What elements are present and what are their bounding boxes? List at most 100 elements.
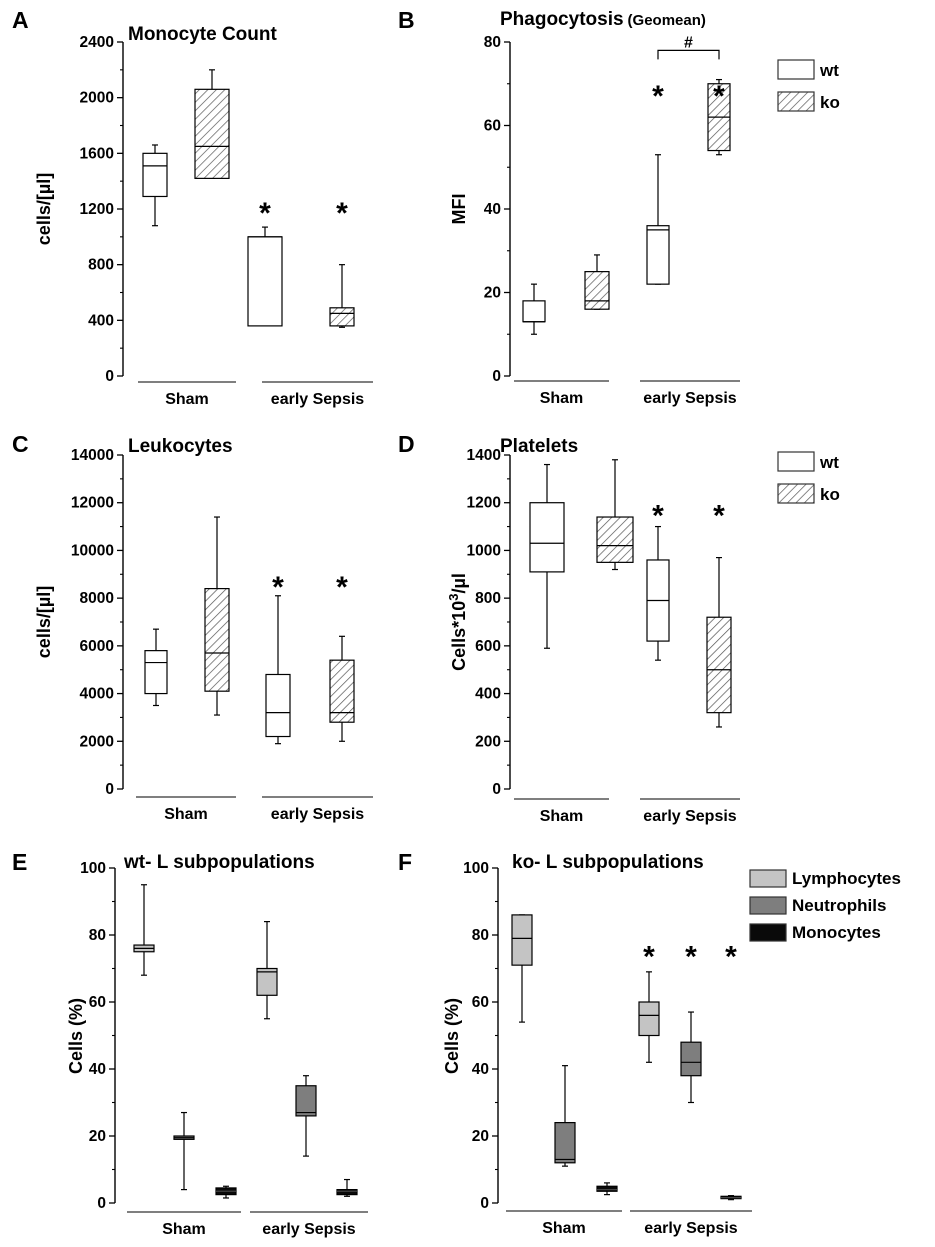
y-tick-label: 400 (475, 686, 501, 703)
group-label: Sham (540, 390, 584, 407)
y-tick-label: 0 (492, 781, 501, 798)
significance-hash: # (684, 34, 693, 51)
y-tick-label: 2400 (80, 34, 114, 51)
significance-star: * (272, 571, 284, 604)
box-body (247, 236, 283, 327)
box-body (329, 659, 355, 723)
box-ko (204, 516, 230, 716)
y-tick-label: 6000 (80, 638, 114, 655)
box-body (596, 1185, 618, 1192)
y-tick-label: 20 (484, 285, 501, 302)
y-tick-label: 100 (463, 860, 489, 877)
box-body (584, 271, 610, 310)
box-wt (142, 144, 168, 227)
legend-label: Neutrophils (792, 896, 886, 915)
group-label: early Sepsis (271, 391, 365, 408)
significance-star: * (652, 80, 664, 113)
panel-label: F (398, 849, 412, 875)
group-label: Sham (165, 391, 209, 408)
y-tick-label: 1200 (80, 201, 114, 218)
panel-b: B Phagocytosis (Geomean) 0 20 40 60 80 MFI Sham ea… (398, 7, 840, 407)
y-tick-label: 800 (475, 590, 501, 607)
significance-star: * (713, 80, 725, 113)
y-axis-label: cells/[µl] (34, 586, 54, 658)
legend-swatch (777, 451, 815, 472)
y-tick-label: 2000 (80, 733, 114, 750)
group-label: Sham (540, 808, 584, 825)
significance-star: * (336, 571, 348, 604)
box-body (336, 1188, 358, 1196)
y-tick-label: 1200 (467, 495, 501, 512)
panel-title: ko- L subpopulations (512, 852, 704, 873)
panel-label: B (398, 7, 415, 33)
box-body (194, 88, 230, 179)
box-body (256, 967, 278, 996)
box-wt (265, 595, 291, 745)
legend-swatch (749, 896, 787, 915)
box-lymphocytes (133, 884, 155, 976)
group-label: early Sepsis (643, 390, 737, 407)
y-tick-label: 20 (472, 1128, 489, 1145)
box-body (144, 650, 168, 695)
box-wt (247, 226, 283, 327)
box-body (142, 152, 168, 198)
y-tick-label: 20 (89, 1128, 106, 1145)
group-label: early Sepsis (262, 1221, 356, 1238)
y-axis-label: Cells (%) (66, 998, 86, 1074)
panel-title: Platelets (500, 436, 578, 457)
y-tick-label: 0 (105, 781, 114, 798)
y-tick-label: 80 (89, 927, 106, 944)
significance-bracket (657, 49, 720, 60)
box-ko (707, 78, 731, 156)
box-ko (329, 264, 355, 328)
box-ko (584, 254, 610, 310)
legend-swatch (777, 483, 815, 504)
y-axis-label: cells/[µl] (34, 173, 54, 245)
legend-label: ko (820, 485, 840, 504)
y-axis-label-tail: /µl (449, 573, 469, 593)
box-ko (329, 635, 355, 742)
group-label: Sham (164, 806, 208, 823)
legend-label: wt (819, 453, 839, 472)
legend-label: ko (820, 93, 840, 112)
box-wt (144, 628, 168, 707)
y-tick-label: 800 (88, 257, 114, 274)
y-tick-label: 2000 (80, 90, 114, 107)
y-axis-label-main: Cells*10 (449, 601, 469, 671)
box-body (529, 502, 565, 573)
panel-title: Monocyte Count (128, 24, 277, 45)
significance-star: * (652, 499, 664, 532)
box-ko (706, 556, 732, 728)
legend-swatch (749, 923, 787, 942)
significance-star: * (685, 940, 697, 973)
panel-d: D Platelets 0 200 400 600 800 1000 1200 1400 Cells… (398, 431, 840, 825)
box-ko (194, 69, 230, 179)
legend: wt ko (777, 451, 840, 504)
y-tick-label: 12000 (71, 495, 114, 512)
y-tick-label: 4000 (80, 686, 114, 703)
y-tick-label: 0 (105, 368, 114, 385)
legend-label: Lymphocytes (792, 869, 901, 888)
box-ko (596, 459, 634, 571)
y-tick-label: 40 (89, 1061, 106, 1078)
panel-title: Leukocytes (128, 436, 233, 457)
box-body (596, 516, 634, 563)
y-tick-label: 1000 (467, 542, 501, 559)
y-tick-label: 1600 (80, 145, 114, 162)
box-monocytes (215, 1185, 237, 1199)
y-axis-label: Cells*103/µl (446, 573, 469, 671)
y-axis-label: Cells (%) (442, 998, 462, 1074)
box-neutrophils (680, 1011, 702, 1104)
group-label: early Sepsis (271, 806, 365, 823)
box-body (522, 300, 546, 323)
group-label: early Sepsis (643, 808, 737, 825)
panel-label: C (12, 431, 29, 457)
box-body (646, 225, 670, 285)
y-tick-label: 200 (475, 733, 501, 750)
box-wt (646, 525, 670, 661)
group-label: Sham (162, 1221, 206, 1238)
box-wt (522, 283, 546, 335)
legend-swatch (777, 91, 815, 112)
